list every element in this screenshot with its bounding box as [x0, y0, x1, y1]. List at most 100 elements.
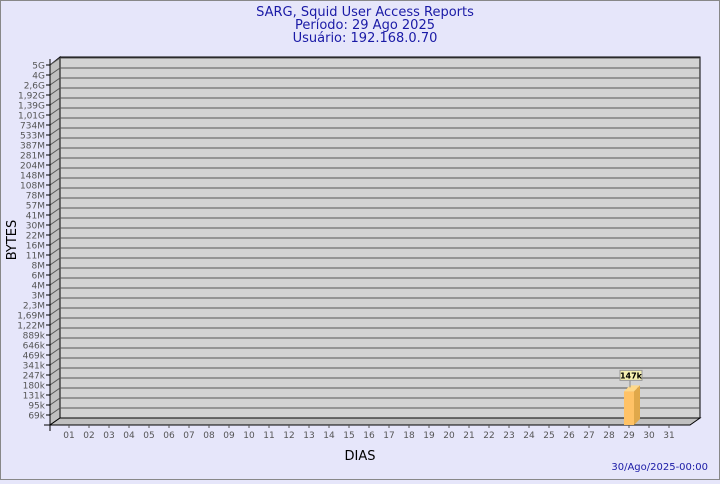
y-tick-label: 4G: [32, 72, 45, 82]
x-tick-label: 14: [323, 431, 335, 441]
x-tick-label: 30: [643, 431, 655, 441]
gridline-side: [49, 307, 61, 316]
x-tick-label: 04: [123, 431, 135, 441]
y-tick-label: 387M: [20, 142, 45, 152]
x-tick-label: 19: [423, 431, 435, 441]
chart-title: SARG, Squid User Access Reports: [256, 5, 474, 20]
y-tick-label: 11M: [26, 252, 45, 262]
x-tick-label: 11: [263, 431, 274, 441]
y-tick-label: 204M: [20, 162, 45, 172]
chart-period: Período: 29 Ago 2025: [295, 18, 435, 33]
y-tick-label: 469k: [23, 352, 46, 362]
gridline-side: [49, 87, 61, 96]
y-tick-label: 57M: [26, 202, 45, 212]
y-tick-label: 1,92G: [18, 92, 45, 102]
gridline-side: [49, 407, 61, 416]
y-tick-label: 1,39G: [18, 102, 45, 112]
y-tick-label: 1,01G: [18, 112, 45, 122]
gridline-side: [49, 357, 61, 366]
y-tick-label: 180k: [23, 382, 46, 392]
x-axis-label: DIAS: [345, 449, 376, 464]
y-tick-label: 5G: [32, 62, 45, 72]
y-tick-label: 16M: [26, 242, 45, 252]
chart-user: Usuário: 192.168.0.70: [293, 31, 438, 46]
bar-side: [634, 385, 640, 425]
gridline-side: [49, 367, 61, 376]
y-tick-label: 30M: [26, 222, 45, 232]
x-tick-label: 09: [223, 431, 235, 441]
y-tick-label: 341k: [23, 362, 46, 372]
gridline-side: [49, 347, 61, 356]
x-tick-label: 03: [103, 431, 114, 441]
gridline-side: [49, 187, 61, 196]
gridline-side: [49, 127, 61, 136]
y-tick-label: 6M: [32, 272, 46, 282]
x-tick-label: 18: [403, 431, 415, 441]
x-tick-label: 08: [203, 431, 215, 441]
y-tick-label: 4M: [32, 282, 46, 292]
x-tick-label: 13: [303, 431, 314, 441]
y-tick-label: 148M: [20, 172, 45, 182]
data-label: 147k: [620, 371, 643, 380]
x-tick-label: 01: [63, 431, 74, 441]
gridline-side: [49, 387, 61, 396]
gridline-side: [49, 157, 61, 166]
y-axis-label: BYTES: [5, 220, 20, 261]
y-tick-label: 1,69M: [17, 312, 45, 322]
y-tick-label: 78M: [26, 192, 45, 202]
data-label-box: [619, 369, 643, 381]
gridline-side: [49, 297, 61, 306]
y-tick-label: 533M: [20, 132, 45, 142]
bar: [624, 391, 634, 425]
y-tick-label: 889k: [23, 332, 46, 342]
x-tick-label: 07: [183, 431, 194, 441]
y-tick-label: 69k: [28, 412, 45, 422]
gridline-side: [49, 287, 61, 296]
y-tick-label: 2,3M: [23, 302, 45, 312]
gridline-side: [49, 317, 61, 326]
gridline-side: [49, 277, 61, 286]
gridline-side: [49, 237, 61, 246]
x-tick-label: 25: [543, 431, 554, 441]
timestamp: 30/Ago/2025-00:00: [611, 462, 708, 473]
gridline-side: [49, 257, 61, 266]
x-tick-label: 15: [343, 431, 354, 441]
gridline-side: [49, 247, 61, 256]
gridline-side: [49, 97, 61, 106]
gridline-side: [49, 377, 61, 386]
y-tick-label: 3M: [32, 292, 46, 302]
y-tick-label: 41M: [26, 212, 45, 222]
x-tick-label: 06: [163, 431, 175, 441]
gridline-side: [49, 217, 61, 226]
gridline-side: [49, 177, 61, 186]
y-tick-label: 1,22M: [17, 322, 45, 332]
gridline-side: [49, 147, 61, 156]
plot-floor: [48, 417, 702, 426]
gridline-side: [49, 107, 61, 116]
gridline-side: [49, 117, 61, 126]
gridline-side: [49, 57, 61, 66]
x-tick-label: 21: [463, 431, 474, 441]
gridline-side: [49, 137, 61, 146]
y-tick-label: 131k: [23, 392, 46, 402]
x-tick-label: 24: [523, 431, 535, 441]
y-tick-label: 2,6G: [24, 82, 45, 92]
x-tick-label: 31: [663, 431, 674, 441]
x-tick-label: 26: [563, 431, 575, 441]
y-tick-label: 734M: [20, 122, 45, 132]
y-tick-label: 281M: [20, 152, 45, 162]
x-tick-label: 27: [583, 431, 594, 441]
x-tick-label: 23: [503, 431, 514, 441]
gridline-side: [49, 167, 61, 176]
x-tick-label: 29: [623, 431, 635, 441]
y-tick-label: 8M: [32, 262, 46, 272]
x-tick-label: 17: [383, 431, 394, 441]
y-tick-label: 95k: [28, 402, 45, 412]
x-tick-label: 16: [363, 431, 375, 441]
x-tick-label: 20: [443, 431, 455, 441]
x-tick-label: 10: [243, 431, 255, 441]
gridline-side: [49, 327, 61, 336]
gridline-side: [49, 267, 61, 276]
gridline-side: [49, 67, 61, 76]
